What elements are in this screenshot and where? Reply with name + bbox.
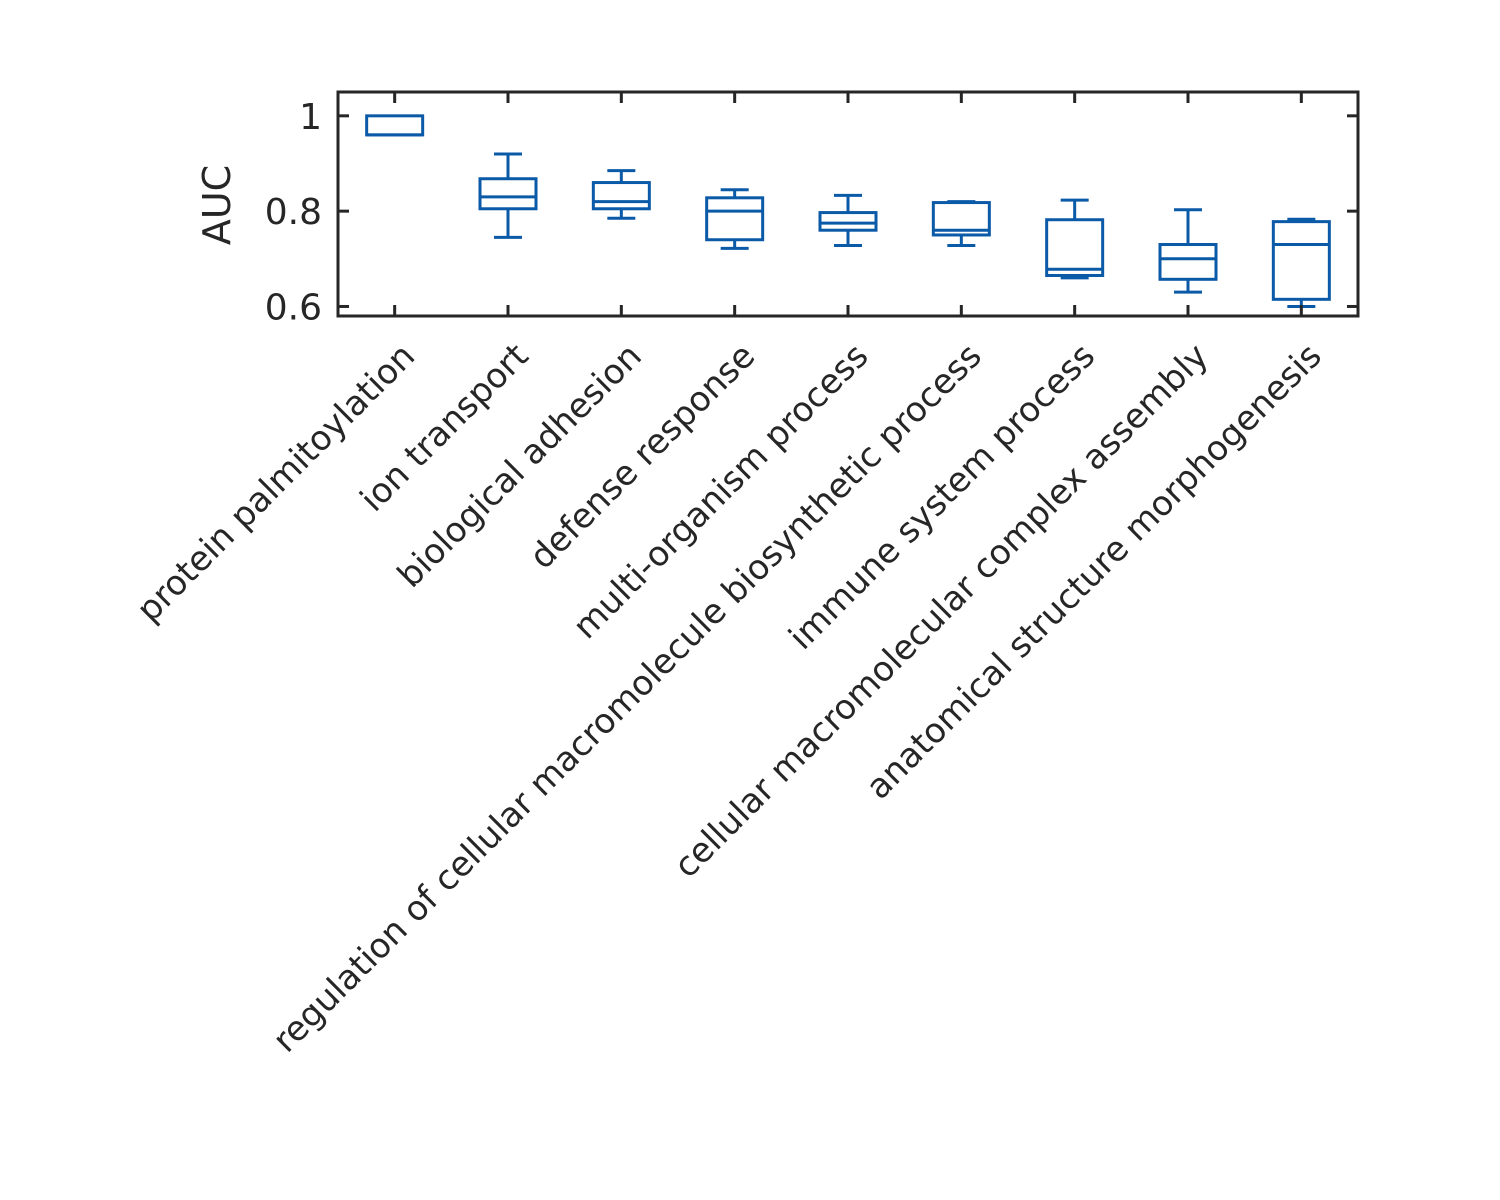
iqr-box xyxy=(478,177,538,211)
y-tick-label: 1 xyxy=(299,97,322,138)
category-label: cellular macromolecular complex assembly xyxy=(666,336,1216,886)
boxes-layer xyxy=(365,114,1331,308)
iqr-box xyxy=(1158,243,1218,281)
box-5 xyxy=(818,193,878,247)
y-axis-label: AUC xyxy=(195,165,239,245)
iqr-box xyxy=(931,201,991,237)
y-ticks: 0.6 0.8 1 xyxy=(265,97,1358,328)
box-3 xyxy=(591,169,651,220)
box-2 xyxy=(478,152,538,239)
box-9 xyxy=(1271,217,1331,308)
iqr-box xyxy=(705,196,765,242)
y-tick-label: 0.8 xyxy=(265,192,322,233)
iqr-box xyxy=(1271,220,1331,301)
iqr-box xyxy=(591,181,651,211)
y-tick-label: 0.6 xyxy=(265,287,322,328)
box-7 xyxy=(1045,198,1105,280)
iqr-box xyxy=(818,211,878,232)
box-4 xyxy=(705,188,765,250)
box-6 xyxy=(931,200,991,247)
x-ticks xyxy=(393,92,1303,316)
box-1 xyxy=(365,114,425,137)
box-8 xyxy=(1158,208,1218,294)
iqr-box xyxy=(1045,218,1105,277)
iqr-box xyxy=(365,114,425,137)
